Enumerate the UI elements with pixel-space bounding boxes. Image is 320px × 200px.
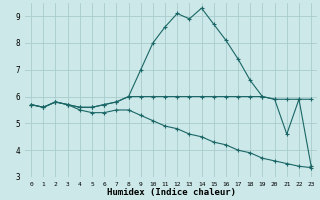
X-axis label: Humidex (Indice chaleur): Humidex (Indice chaleur) — [107, 188, 236, 197]
